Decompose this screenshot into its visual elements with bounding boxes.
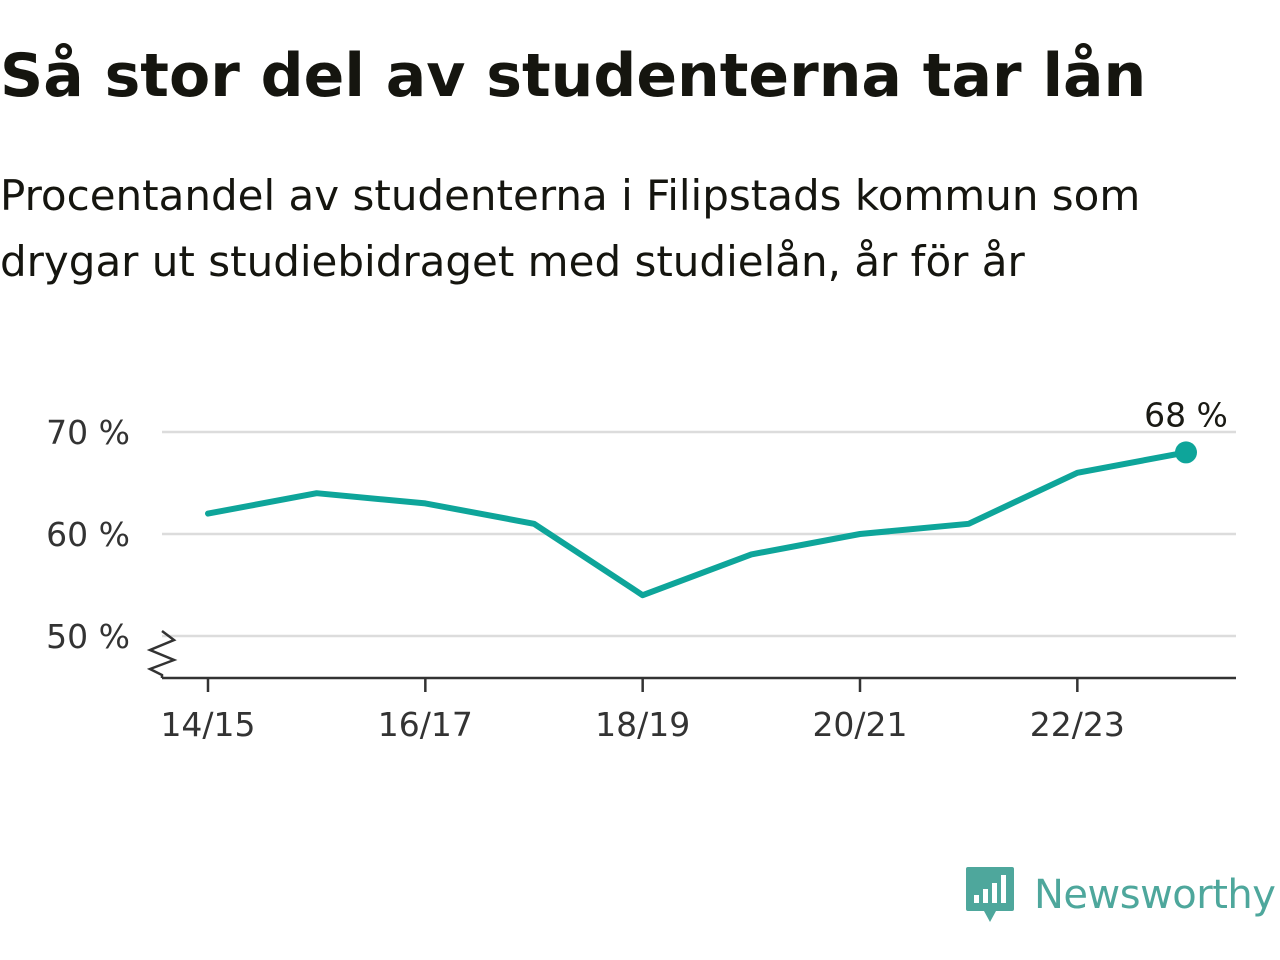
- chart-title: Så stor del av studenterna tar lån: [0, 41, 1147, 111]
- series-layer: [205, 441, 1197, 599]
- x-tick-label: 20/21: [812, 705, 907, 744]
- x-tick-label: 18/19: [595, 705, 690, 744]
- last-data-point: [1175, 441, 1197, 464]
- y-tick-label: 50 %: [46, 617, 130, 656]
- gridlines: [162, 430, 1236, 638]
- newsworthy-logo[interactable]: Newsworthy: [964, 864, 1276, 926]
- labels: 50 % 60 % 70 % 14/15 16/17 18/19 20/21 22/23 68 …: [46, 395, 1228, 744]
- x-tick-label: 14/15: [160, 705, 255, 744]
- newsworthy-logo-icon: [966, 867, 1014, 922]
- x-tick-label: 16/17: [378, 705, 473, 744]
- x-tick-label: 22/23: [1030, 705, 1125, 744]
- series-line: [205, 449, 1189, 599]
- y-axis-break: [146, 630, 178, 678]
- y-tick-label: 70 %: [46, 413, 130, 452]
- axes: [146, 630, 1236, 692]
- y-tick-label: 60 %: [46, 515, 130, 554]
- chart-subtitle: Procentandel av studenterna i Filipstads…: [0, 171, 1141, 286]
- brand-name: Newsworthy: [1034, 872, 1276, 918]
- end-value-label: 68 %: [1144, 395, 1228, 434]
